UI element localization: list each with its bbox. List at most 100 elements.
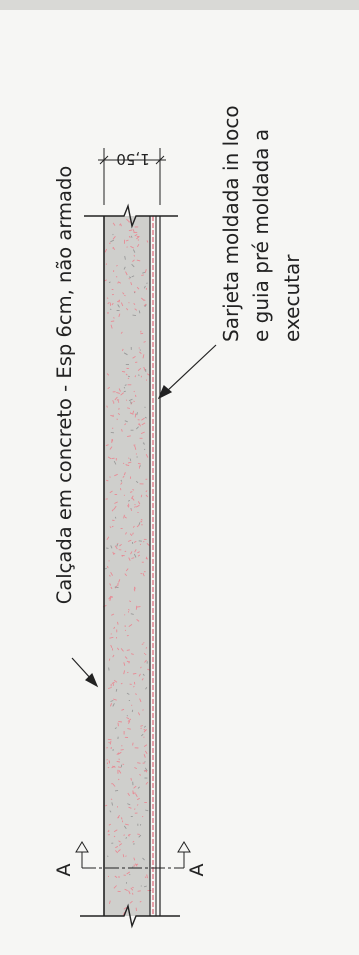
concrete-speckle [125, 373, 128, 376]
concrete-speckle [118, 313, 121, 317]
concrete-speckle [129, 533, 133, 536]
concrete-speckle [137, 367, 142, 371]
concrete-speckle [141, 678, 144, 681]
concrete-speckle [129, 900, 133, 904]
sidewalk-leader [71, 657, 99, 688]
concrete-speckle [144, 876, 147, 879]
concrete-speckle [126, 649, 130, 651]
concrete-speckle [106, 479, 109, 482]
concrete-speckle [139, 774, 142, 776]
concrete-speckle [133, 291, 136, 293]
concrete-speckle [130, 777, 132, 781]
concrete-speckle [144, 416, 147, 419]
concrete-speckle [118, 843, 123, 846]
concrete-speckle [132, 356, 136, 359]
concrete-speckle [116, 418, 118, 421]
concrete-speckle [111, 525, 114, 528]
concrete-speckle [136, 619, 140, 622]
concrete-speckle [120, 749, 124, 751]
concrete-speckle [112, 654, 115, 658]
concrete-speckle [116, 543, 118, 547]
concrete-speckle [140, 666, 142, 669]
concrete-speckle [123, 386, 126, 389]
concrete-speckle [108, 900, 111, 905]
concrete-speckle [120, 764, 123, 768]
concrete-speckle [111, 613, 115, 616]
concrete-speckle [133, 785, 137, 789]
concrete-speckle [132, 488, 135, 491]
concrete-speckle [107, 738, 112, 741]
concrete-speckle [111, 681, 115, 684]
concrete-speckle [119, 543, 122, 547]
concrete-speckle [144, 653, 147, 656]
concrete-speckle [136, 524, 140, 528]
concrete-speckle [137, 712, 141, 716]
concrete-speckle [124, 255, 126, 260]
concrete-speckle [123, 662, 126, 666]
concrete-speckle [114, 789, 119, 792]
concrete-speckle [140, 727, 142, 730]
concrete-speckle [122, 517, 125, 519]
concrete-speckle [112, 236, 116, 240]
concrete-speckle [104, 804, 108, 807]
gutter-curb-lines [152, 216, 161, 916]
concrete-speckle [118, 407, 120, 410]
gutter-label-line1: Sarjeta moldada in loco [219, 105, 243, 342]
concrete-speckle [126, 692, 130, 695]
concrete-speckle [136, 606, 141, 608]
concrete-speckle [144, 767, 148, 772]
concrete-speckle [107, 301, 110, 305]
concrete-speckle [143, 770, 147, 772]
concrete-speckle [110, 239, 114, 243]
concrete-speckle [111, 782, 113, 785]
concrete-speckle [132, 790, 134, 795]
concrete-speckle [138, 310, 141, 314]
concrete-speckle [122, 475, 125, 478]
concrete-speckle [116, 300, 121, 303]
concrete-speckle [142, 572, 145, 577]
concrete-speckle [123, 906, 128, 910]
concrete-speckle [117, 751, 122, 755]
concrete-speckle [109, 574, 111, 577]
concrete-speckle [123, 614, 126, 616]
concrete-speckle [140, 332, 144, 335]
concrete-speckle [114, 501, 118, 504]
concrete-speckle [132, 249, 136, 253]
concrete-speckle [106, 565, 109, 569]
concrete-speckle [120, 331, 123, 334]
concrete-speckle [123, 825, 127, 830]
scan-edge [0, 0, 359, 10]
concrete-speckle [117, 412, 121, 416]
concrete-speckle [119, 223, 121, 226]
concrete-speckle [139, 349, 141, 351]
concrete-speckle [134, 308, 138, 311]
concrete-speckle [108, 281, 111, 284]
concrete-speckle [127, 835, 130, 837]
concrete-speckle [141, 422, 146, 426]
concrete-speckle [111, 427, 114, 429]
concrete-speckle [115, 688, 118, 692]
concrete-speckle [140, 519, 143, 521]
concrete-speckle [109, 597, 112, 602]
concrete-speckle [121, 370, 126, 373]
concrete-speckle [109, 490, 113, 494]
concrete-speckle [142, 354, 145, 359]
concrete-speckle [125, 464, 130, 467]
concrete-speckle [110, 684, 112, 686]
concrete-speckle [106, 758, 108, 761]
concrete-speckle [116, 760, 120, 763]
concrete-speckle [143, 885, 147, 888]
concrete-speckle [132, 865, 134, 868]
concrete-speckle [132, 259, 135, 262]
concrete-speckle [113, 835, 116, 838]
concrete-speckle [109, 703, 113, 707]
concrete-speckle [120, 223, 122, 227]
concrete-speckle [127, 608, 130, 611]
concrete-speckle [124, 384, 127, 386]
concrete-speckle [112, 246, 115, 249]
concrete-speckle [114, 545, 118, 550]
concrete-speckle [134, 808, 136, 810]
concrete-speckle [108, 823, 112, 826]
